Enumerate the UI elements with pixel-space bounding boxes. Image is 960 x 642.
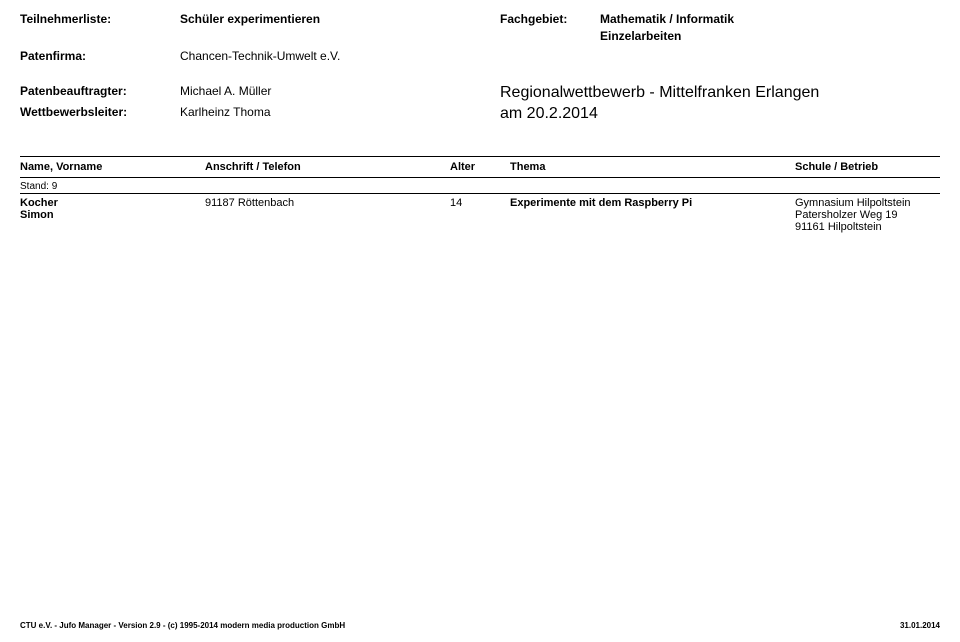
header-line-title: Teilnehmerliste: Schüler experimentieren…: [20, 12, 940, 26]
col-school: Schule / Betrieb: [795, 161, 940, 173]
agent-label: Patenbeauftragter:: [20, 84, 180, 102]
table-header: Name, Vorname Anschrift / Telefon Alter …: [20, 157, 940, 177]
title-label: Teilnehmerliste:: [20, 12, 180, 26]
sponsor-value: Chancen-Technik-Umwelt e.V.: [180, 49, 500, 63]
header-line-sponsor: Patenfirma: Chancen-Technik-Umwelt e.V.: [20, 49, 940, 63]
table-row: Kocher Simon 91187 Röttenbach 14 Experim…: [20, 194, 940, 233]
agent-value: Michael A. Müller: [180, 84, 500, 102]
leader-label: Wettbewerbsleiter:: [20, 105, 180, 123]
col-address: Anschrift / Telefon: [205, 161, 450, 173]
entry-age: 14: [450, 197, 510, 233]
entry-name-2: Simon: [20, 209, 205, 221]
leader-value: Karlheinz Thoma: [180, 105, 500, 123]
col-theme: Thema: [510, 161, 795, 173]
header-line-agent: Patenbeauftragter: Michael A. Müller Reg…: [20, 84, 940, 102]
subject-label: Fachgebiet:: [500, 12, 600, 26]
entry-school-1: Gymnasium Hilpoltstein: [795, 197, 940, 209]
regional-line1: Regionalwettbewerb - Mittelfranken Erlan…: [500, 84, 940, 102]
subject-value-2: Einzelarbeiten: [600, 29, 681, 43]
entry-name-1: Kocher: [20, 197, 205, 209]
entry-school-2: Patersholzer Weg 19: [795, 209, 940, 221]
stand-label: Stand: 9: [20, 178, 940, 193]
regional-line2: am 20.2.2014: [500, 105, 940, 123]
subject-value-1: Mathematik / Informatik: [600, 12, 734, 26]
title-value: Schüler experimentieren: [180, 12, 500, 26]
entry-address: 91187 Röttenbach: [205, 197, 450, 233]
entry-school-3: 91161 Hilpoltstein: [795, 221, 940, 233]
footer: CTU e.V. - Jufo Manager - Version 2.9 - …: [20, 621, 940, 630]
footer-right: 31.01.2014: [900, 621, 940, 630]
header-line-leader: Wettbewerbsleiter: Karlheinz Thoma am 20…: [20, 105, 940, 123]
footer-left: CTU e.V. - Jufo Manager - Version 2.9 - …: [20, 621, 345, 630]
entry-theme: Experimente mit dem Raspberry Pi: [510, 197, 795, 233]
sponsor-label: Patenfirma:: [20, 49, 180, 63]
col-name: Name, Vorname: [20, 161, 205, 173]
header-line-subject2: Einzelarbeiten: [20, 29, 940, 43]
col-age: Alter: [450, 161, 510, 173]
